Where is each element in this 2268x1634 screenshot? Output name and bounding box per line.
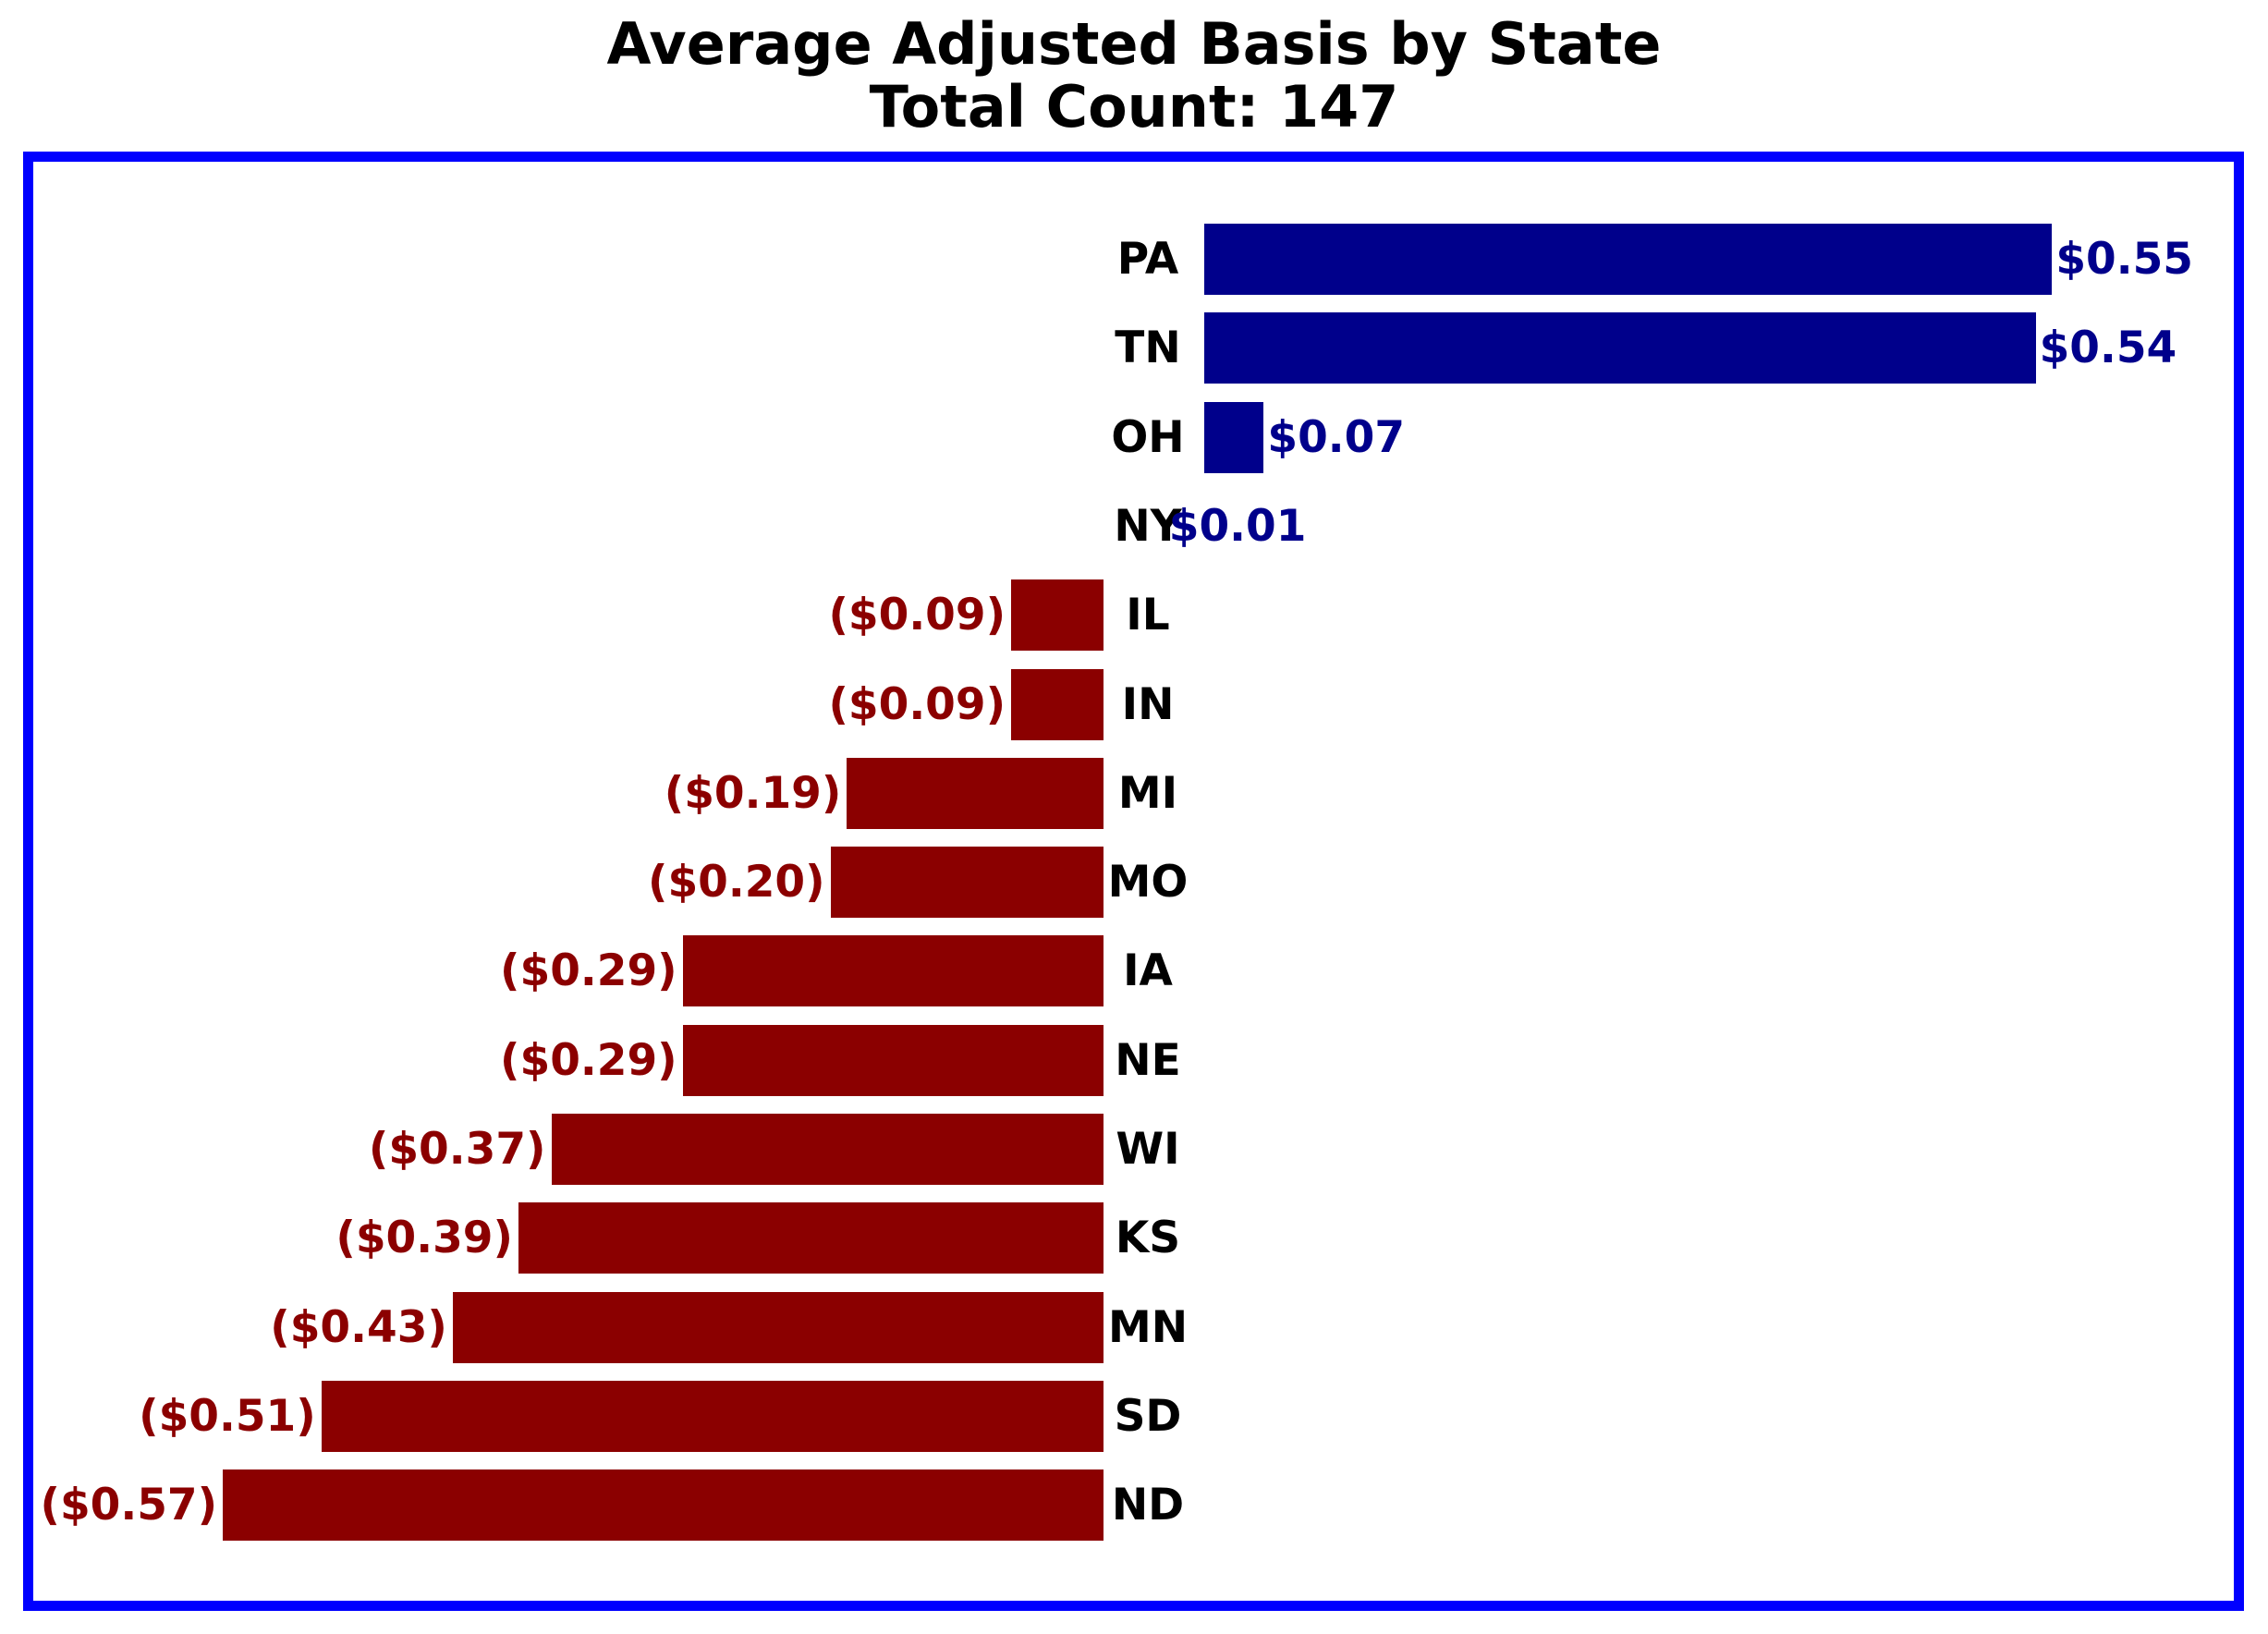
state-label-ny: NY — [1114, 501, 1182, 552]
bar-il — [1011, 579, 1104, 651]
value-label-wi: ($0.37) — [368, 1124, 546, 1175]
value-label-in: ($0.09) — [828, 679, 1006, 730]
state-label-mn: MN — [1107, 1302, 1189, 1353]
state-label-in: IN — [1121, 679, 1175, 730]
plot-frame: PA $0.55 TN $0.54 OH $0.07 NY $0.01 IL ($0.09) IN (… — [23, 152, 2244, 1611]
value-label-il: ($0.09) — [828, 590, 1006, 640]
value-label-mn: ($0.43) — [270, 1302, 447, 1353]
chart-title-line2: Total Count: 147 — [869, 73, 1399, 140]
value-label-ne: ($0.29) — [500, 1035, 677, 1086]
state-label-ks: KS — [1115, 1213, 1181, 1263]
chart-title: Average Adjusted Basis by State Total Co… — [0, 13, 2268, 139]
value-label-mi: ($0.19) — [664, 768, 842, 819]
state-label-ia: IA — [1123, 945, 1173, 996]
value-label-pa: $0.55 — [2055, 234, 2194, 285]
value-label-nd: ($0.57) — [40, 1480, 218, 1530]
bar-ks — [518, 1202, 1104, 1274]
bar-in — [1011, 669, 1104, 740]
state-label-pa: PA — [1116, 234, 1179, 285]
bar-wi — [551, 1114, 1104, 1185]
state-label-sd: SD — [1114, 1391, 1182, 1442]
value-label-oh: $0.07 — [1267, 412, 1406, 463]
bar-mn — [452, 1292, 1104, 1363]
value-label-sd: ($0.51) — [139, 1391, 316, 1442]
bar-mo — [830, 847, 1104, 918]
state-label-wi: WI — [1116, 1124, 1180, 1175]
bar-tn — [1204, 312, 2036, 384]
bar-nd — [223, 1469, 1104, 1541]
chart-title-line1: Average Adjusted Basis by State — [606, 10, 1662, 78]
state-label-ne: NE — [1115, 1035, 1181, 1086]
bar-ia — [682, 935, 1104, 1006]
state-label-mo: MO — [1107, 857, 1189, 908]
value-label-ny: $0.01 — [1168, 501, 1307, 552]
bar-ne — [682, 1025, 1104, 1096]
value-label-ia: ($0.29) — [500, 945, 677, 996]
state-label-oh: OH — [1111, 412, 1185, 463]
state-label-nd: ND — [1111, 1480, 1185, 1530]
bar-mi — [847, 758, 1104, 829]
value-label-tn: $0.54 — [2039, 323, 2177, 373]
state-label-tn: TN — [1115, 323, 1181, 373]
bar-oh — [1204, 402, 1264, 473]
state-label-il: IL — [1126, 590, 1170, 640]
value-label-ks: ($0.39) — [335, 1213, 513, 1263]
bar-pa — [1204, 224, 2053, 295]
state-label-mi: MI — [1117, 768, 1178, 819]
bar-sd — [321, 1381, 1104, 1452]
value-label-mo: ($0.20) — [647, 857, 825, 908]
